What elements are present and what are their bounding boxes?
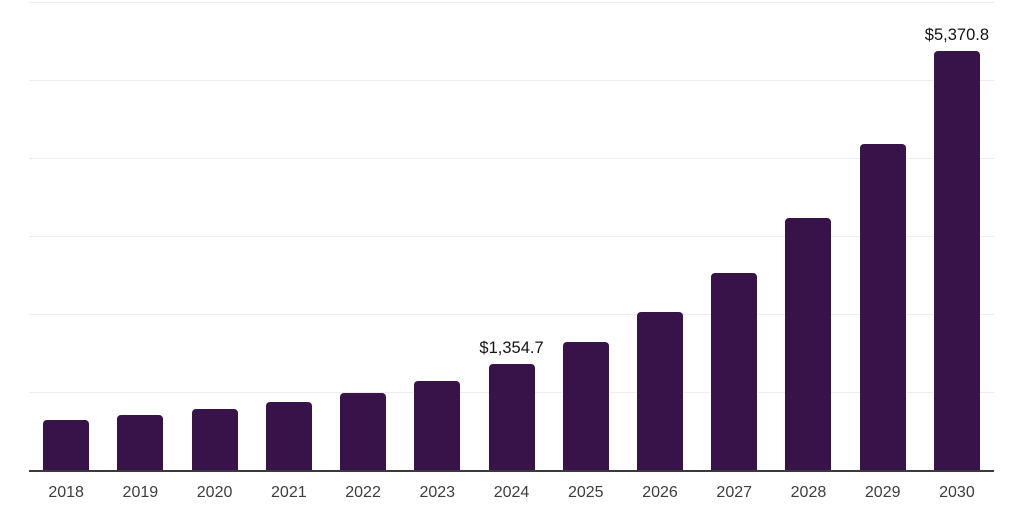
bar-2021	[265, 402, 312, 470]
bar-slot-2029	[846, 2, 920, 470]
bar-slot-2021	[252, 2, 326, 470]
gridline-2000	[29, 314, 994, 315]
bar-2029	[859, 144, 906, 470]
x-tick-2025: 2025	[567, 484, 604, 501]
bar-2023	[414, 380, 461, 470]
bar-2028	[785, 218, 832, 470]
x-tick-2030: 2030	[939, 484, 975, 501]
x-tick-2027: 2027	[716, 484, 753, 501]
x-tick-2028: 2028	[790, 484, 827, 501]
x-tick-2018: 2018	[48, 484, 84, 501]
bar-slot-2022	[326, 2, 400, 470]
bar-slot-2018	[29, 2, 103, 470]
x-axis-line	[29, 470, 994, 472]
bar-slot-2027	[697, 2, 771, 470]
bar-slot-2019	[103, 2, 177, 470]
bar-slot-2028	[771, 2, 845, 470]
bars-container: $1,354.7 $5,370.8	[29, 2, 994, 470]
bar-2019	[117, 415, 164, 470]
bar-slot-2023	[400, 2, 474, 470]
x-tick-2024: 2024	[493, 484, 530, 501]
gridline-5000	[29, 80, 994, 81]
value-label-2024: $1,354.7	[479, 339, 544, 358]
plot-area: $1,354.7 $5,370.8	[29, 2, 994, 472]
bar-slot-2026	[623, 2, 697, 470]
bar-slot-2020	[177, 2, 251, 470]
bar-slot-2024: $1,354.7	[474, 2, 548, 470]
gridline-6000	[29, 2, 994, 3]
x-tick-2019: 2019	[122, 484, 159, 501]
gridline-3000	[29, 236, 994, 237]
bar-2018	[43, 420, 90, 470]
x-tick-2029: 2029	[864, 484, 901, 501]
bar-2022	[340, 393, 387, 470]
value-label-2030: $5,370.8	[924, 26, 990, 45]
x-tick-2026: 2026	[642, 484, 678, 501]
x-axis-labels: 2018 2019 2020 2021 2022 2023 2024 2025 2026 2027…	[29, 483, 994, 502]
x-tick-2023: 2023	[419, 484, 456, 501]
bar-2027	[711, 272, 758, 470]
bar-slot-2025	[549, 2, 623, 470]
bar-2026	[636, 312, 683, 470]
bar-slot-2030: $5,370.8	[920, 2, 994, 470]
x-tick-2021: 2021	[271, 484, 307, 501]
x-tick-2022: 2022	[345, 484, 381, 501]
bar-2024	[488, 364, 535, 470]
bar-2025	[562, 341, 609, 470]
gridline-4000	[29, 158, 994, 159]
bar-2030	[933, 51, 980, 470]
x-tick-2020: 2020	[196, 484, 233, 501]
bar-2020	[191, 408, 238, 470]
